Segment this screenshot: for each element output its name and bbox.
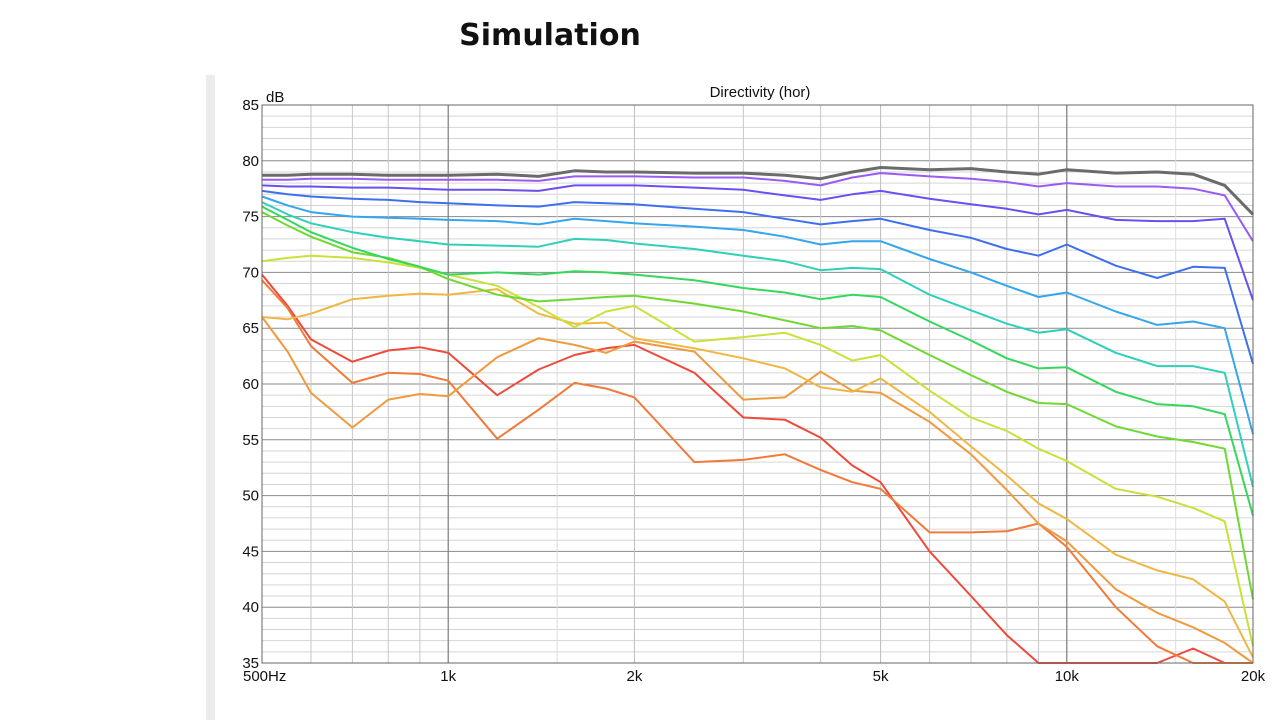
slide-title: Simulation bbox=[459, 18, 641, 53]
series-line bbox=[261, 211, 1254, 600]
series-line bbox=[261, 273, 1253, 664]
series-line bbox=[261, 195, 1254, 435]
y-axis-unit: dB bbox=[266, 89, 284, 106]
panel-divider bbox=[206, 75, 215, 720]
y-tick-label: 65 bbox=[242, 320, 259, 337]
x-tick-label: 2k bbox=[626, 668, 642, 685]
y-tick-label: 40 bbox=[242, 599, 259, 616]
series-line bbox=[262, 166, 1255, 216]
y-tick-label: 85 bbox=[242, 97, 259, 114]
series-line bbox=[261, 288, 1254, 658]
series-line bbox=[262, 172, 1254, 242]
series-line bbox=[261, 201, 1254, 487]
y-tick-label: 80 bbox=[242, 153, 259, 170]
y-tick-label: 75 bbox=[242, 209, 259, 226]
x-tick-label: 20k bbox=[1241, 668, 1266, 685]
series-line bbox=[261, 316, 1254, 664]
y-tick-label: 50 bbox=[242, 488, 259, 505]
series-line bbox=[261, 184, 1254, 301]
series-line bbox=[261, 189, 1254, 365]
chart-series bbox=[261, 166, 1255, 664]
x-tick-label: 10k bbox=[1055, 668, 1080, 685]
plot-frame bbox=[261, 104, 1254, 664]
chart-title: Directivity (hor) bbox=[710, 84, 811, 101]
series-line bbox=[261, 205, 1254, 516]
series-line bbox=[261, 254, 1254, 647]
y-tick-label: 60 bbox=[242, 376, 259, 393]
x-tick-label: 1k bbox=[440, 668, 456, 685]
y-tick-label: 70 bbox=[242, 264, 259, 281]
chart-grid bbox=[262, 104, 1253, 664]
y-tick-label: 45 bbox=[242, 543, 259, 560]
series-line bbox=[261, 279, 1253, 664]
y-tick-label: 35 bbox=[242, 655, 259, 672]
x-tick-label: 5k bbox=[873, 668, 889, 685]
y-tick-label: 55 bbox=[242, 432, 259, 449]
x-tick-label: 500Hz bbox=[243, 668, 286, 685]
directivity-chart: Directivity (hor) dB 85 80 75 70 65 60 55 50 45 4… bbox=[242, 84, 1265, 685]
chart-panel: Directivity (hor) dB 85 80 75 70 65 60 55 50 45 4… bbox=[215, 75, 1280, 720]
